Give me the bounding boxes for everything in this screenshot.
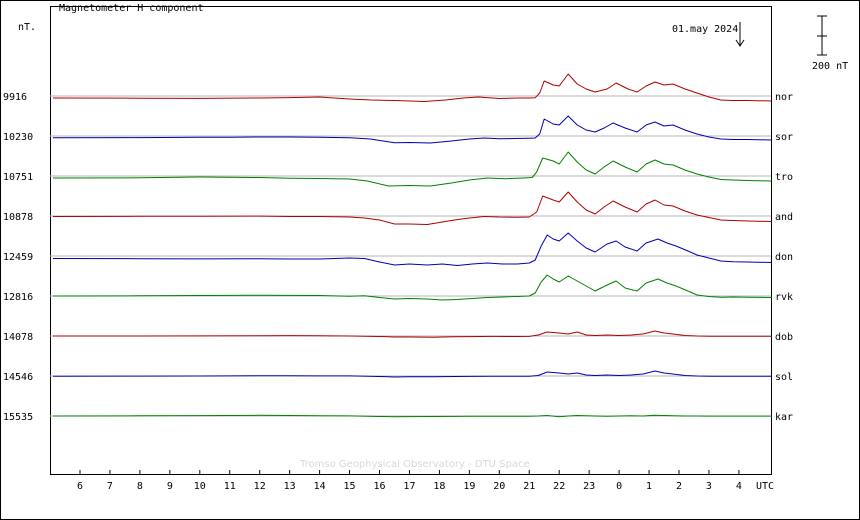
unit-label: nT. bbox=[18, 22, 36, 33]
station-label-sol: sol bbox=[775, 372, 793, 383]
watermark: Tromso Geophysical Observatory - DTU Spa… bbox=[299, 459, 530, 470]
chart-title: Magnetometer H component bbox=[59, 3, 204, 14]
x-tick-label: 7 bbox=[107, 481, 113, 492]
baseline-value-sol: 14546 bbox=[3, 372, 33, 383]
trace-and bbox=[52, 191, 772, 225]
x-tick-label: 4 bbox=[736, 481, 742, 492]
station-label-nor: nor bbox=[775, 92, 793, 103]
trace-rvk bbox=[52, 274, 772, 301]
trace-kar bbox=[52, 414, 772, 418]
x-tick-label: 10 bbox=[194, 481, 206, 492]
x-tick-label: 12 bbox=[254, 481, 266, 492]
station-label-dob: dob bbox=[775, 332, 793, 343]
x-tick-label: 3 bbox=[706, 481, 712, 492]
station-label-tro: tro bbox=[775, 172, 793, 183]
scale-label: 200 nT bbox=[812, 61, 848, 72]
traces bbox=[52, 73, 772, 418]
x-tick-label: 6 bbox=[77, 481, 83, 492]
baseline-value-kar: 15535 bbox=[3, 412, 33, 423]
station-label-sor: sor bbox=[775, 132, 793, 143]
x-tick-label: 1 bbox=[646, 481, 652, 492]
x-tick-label: 23 bbox=[583, 481, 595, 492]
date-marker-arrow-icon bbox=[735, 39, 745, 47]
date-label: 01.may 2024 bbox=[672, 24, 738, 35]
station-label-kar: kar bbox=[775, 412, 793, 423]
trace-don bbox=[52, 232, 772, 266]
x-tick-label: 2 bbox=[676, 481, 682, 492]
x-tick-label: 21 bbox=[523, 481, 535, 492]
x-tick-label: 15 bbox=[344, 481, 356, 492]
x-tick-label: 11 bbox=[224, 481, 236, 492]
trace-sor bbox=[52, 115, 772, 144]
station-labels: nor sor tro and don rvk dob sol kar bbox=[775, 92, 793, 423]
baseline-value-rvk: 12816 bbox=[3, 292, 33, 303]
baseline-value-don: 12459 bbox=[3, 252, 33, 263]
baseline-value-and: 10878 bbox=[3, 212, 33, 223]
scale-bar bbox=[817, 15, 827, 56]
station-label-and: and bbox=[775, 212, 793, 223]
baseline-value-tro: 10751 bbox=[3, 172, 33, 183]
x-tick-label: 8 bbox=[137, 481, 143, 492]
x-tick-label: 19 bbox=[463, 481, 475, 492]
trace-tro bbox=[52, 151, 772, 187]
x-tick-label: 14 bbox=[314, 481, 326, 492]
station-label-don: don bbox=[775, 252, 793, 263]
trace-dob bbox=[53, 330, 772, 338]
baseline-value-dob: 14078 bbox=[3, 332, 33, 343]
baseline-value-nor: 9916 bbox=[3, 92, 27, 103]
x-tick-label: 17 bbox=[403, 481, 415, 492]
x-tick-label: 13 bbox=[284, 481, 296, 492]
x-tick-label: 9 bbox=[167, 481, 173, 492]
baseline-labels: 9916 10230 10751 10878 12459 12816 14078 14546 1… bbox=[3, 92, 33, 423]
plot-frame bbox=[50, 6, 772, 475]
trace-sol bbox=[52, 370, 772, 378]
x-tick-label: 20 bbox=[493, 481, 505, 492]
x-axis-label: UTC bbox=[756, 481, 774, 492]
station-label-rvk: rvk bbox=[775, 292, 793, 303]
x-axis: 6 7 8 9 10 11 12 13 14 15 16 17 18 19 20 21 22 23 0 1 2 3 4 bbox=[77, 470, 742, 492]
x-tick-label: 0 bbox=[616, 481, 622, 492]
x-tick-label: 16 bbox=[373, 481, 385, 492]
baseline-value-sor: 10230 bbox=[3, 132, 33, 143]
x-tick-label: 18 bbox=[433, 481, 445, 492]
trace-nor bbox=[52, 73, 772, 102]
x-tick-label: 22 bbox=[553, 481, 565, 492]
